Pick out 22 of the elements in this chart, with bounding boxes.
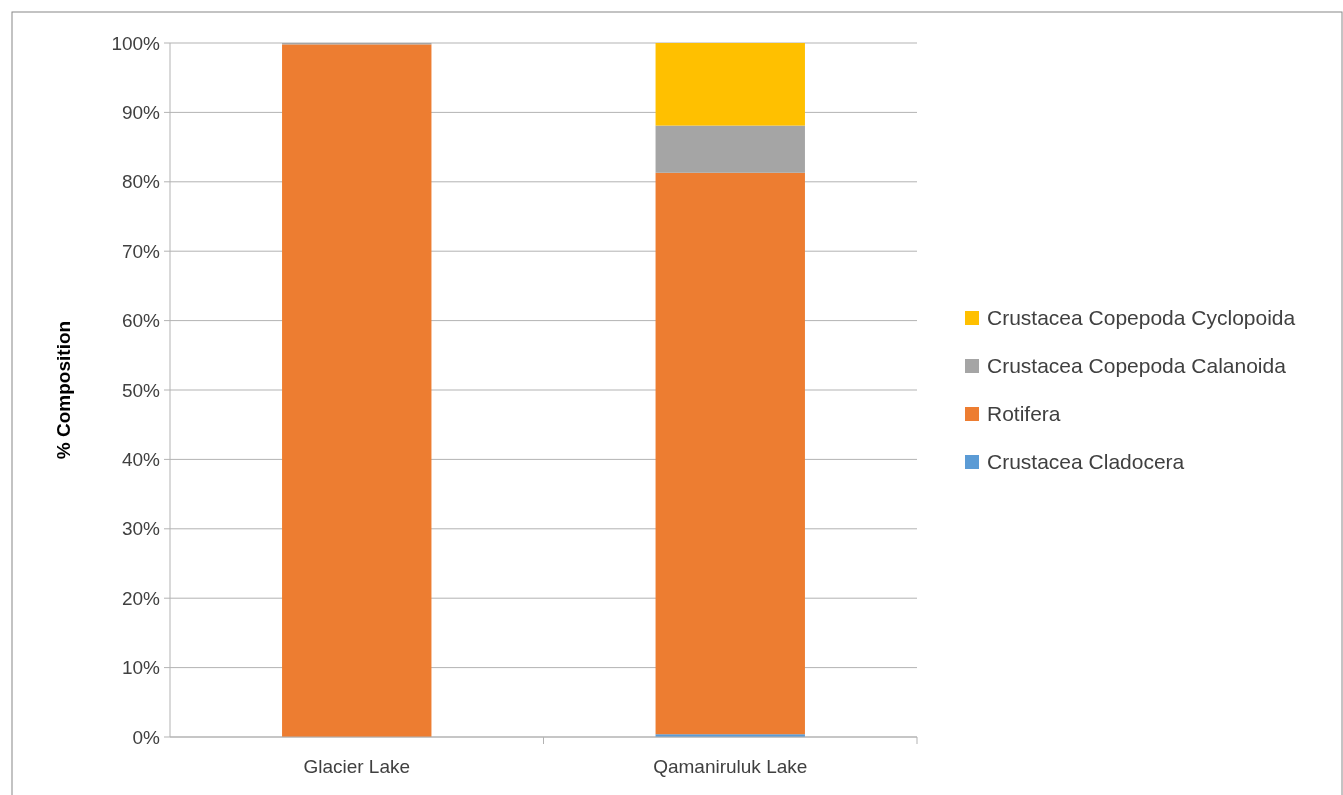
y-tick-label: 80% — [121, 171, 161, 193]
y-tick-label: 90% — [121, 102, 161, 124]
bar — [655, 172, 805, 735]
legend-label: Crustacea Copepoda Cyclopoida — [987, 306, 1296, 330]
y-tick-label: 20% — [121, 587, 161, 609]
y-tick-label: 0% — [132, 726, 161, 748]
bar — [655, 43, 805, 126]
y-tick-label: 50% — [121, 379, 161, 401]
y-tick-label: 40% — [121, 449, 161, 471]
legend-label: Crustacea Cladocera — [987, 450, 1185, 474]
y-tick-label: 10% — [121, 657, 161, 679]
legend-label: Crustacea Copepoda Calanoida — [987, 354, 1287, 378]
bar — [282, 44, 432, 737]
x-tick-label: Glacier Lake — [303, 756, 411, 777]
y-axis-title: % Composition — [53, 320, 74, 460]
y-tick-label: 30% — [121, 518, 161, 540]
x-tick-label: Qamaniruluk Lake — [653, 756, 808, 777]
y-tick-label: 100% — [111, 32, 161, 54]
bar — [655, 125, 805, 173]
y-tick-label: 70% — [121, 240, 161, 262]
y-tick-label: 60% — [121, 310, 161, 332]
legend-label: Rotifera — [987, 402, 1061, 426]
